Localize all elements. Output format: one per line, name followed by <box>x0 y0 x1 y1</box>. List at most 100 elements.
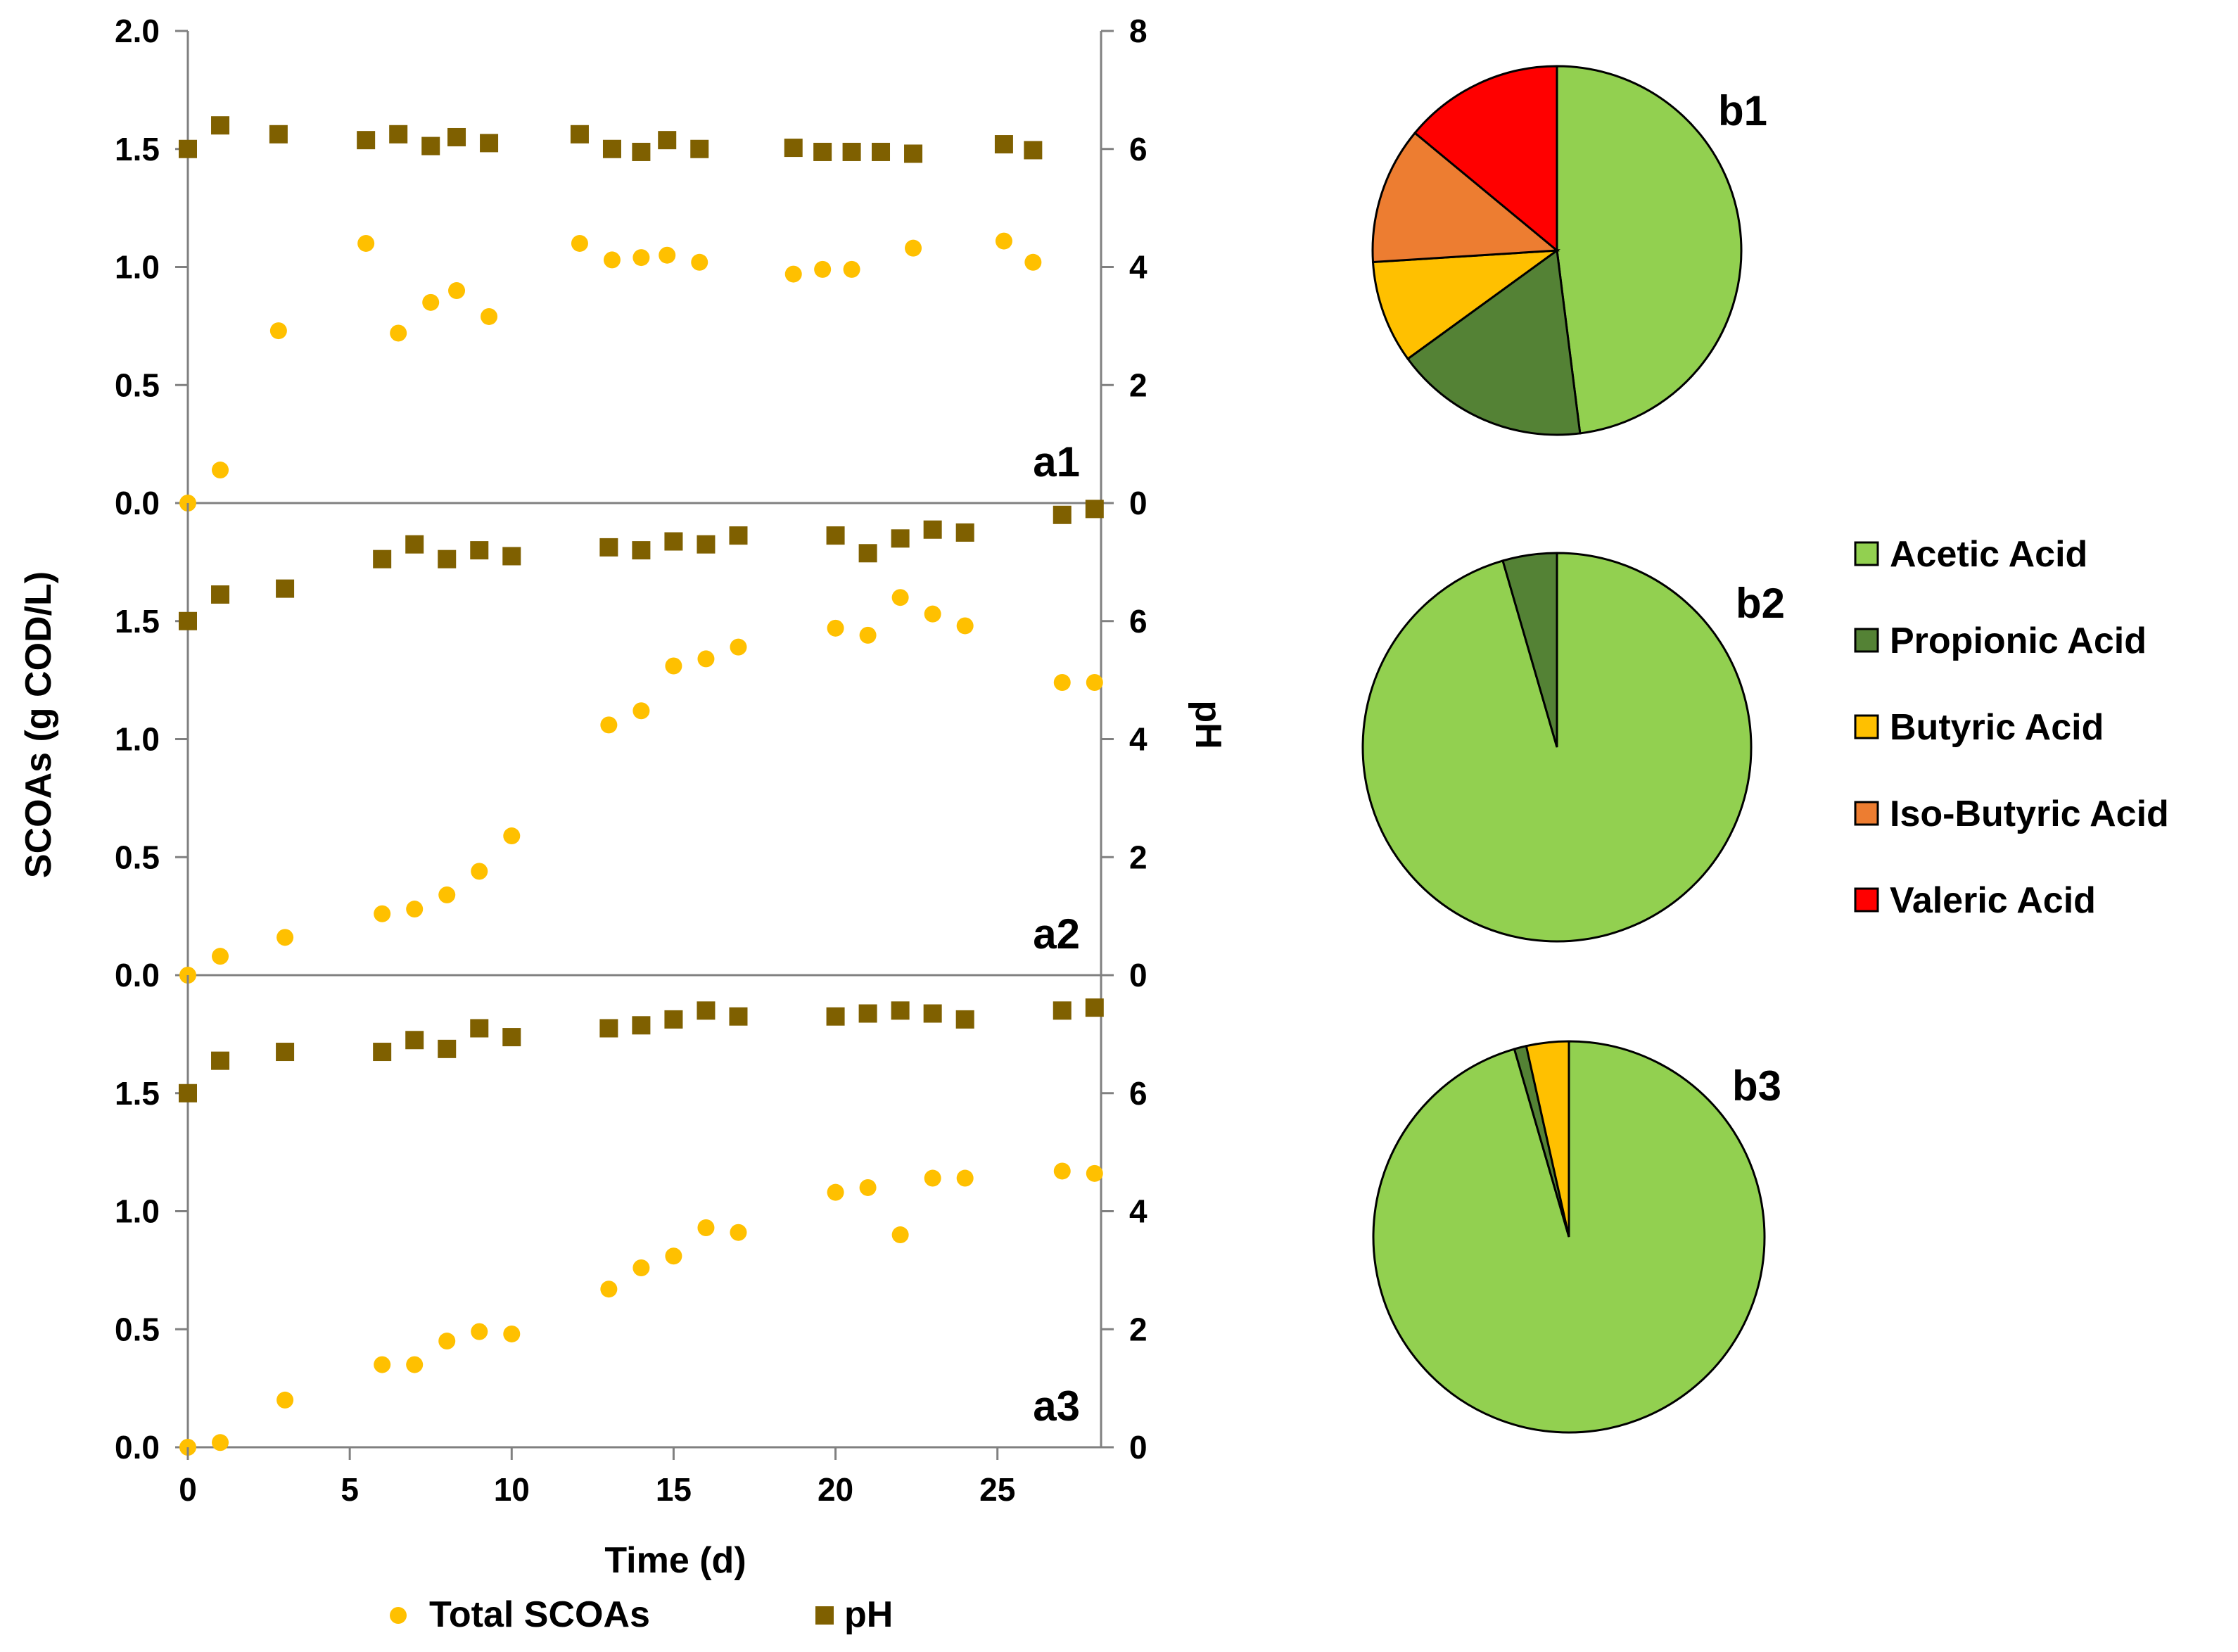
scatter-panel-a2: 0.0 0.5 1.0 1.5 0 2 4 6 a2 <box>115 500 1147 993</box>
ph-point <box>570 125 589 144</box>
right-tick-label: 4 <box>1129 1193 1147 1230</box>
scoa-point <box>827 619 844 637</box>
ph-point <box>373 549 392 568</box>
ph-point <box>1024 141 1043 160</box>
pie-slice-butyric-acid <box>1525 1040 1570 1238</box>
scoa-point <box>406 1356 424 1373</box>
scoa-point <box>471 863 488 880</box>
pie-slice-iso-butyric-acid <box>1371 131 1560 264</box>
right-tick-label: 0 <box>1129 1429 1147 1466</box>
scoa-point <box>269 322 287 340</box>
left-tick-label: 1.0 <box>115 721 160 758</box>
legend-label: Butyric Acid <box>1890 707 2104 748</box>
ph-point <box>502 1028 521 1047</box>
scoa-point <box>503 1325 521 1342</box>
ph-point <box>994 135 1013 154</box>
right-tick-label: 0 <box>1129 485 1147 521</box>
legend-label: Iso-Butyric Acid <box>1890 794 2169 834</box>
scoa-point <box>891 589 909 606</box>
ph-point <box>813 142 832 161</box>
left-tick-label: 0.5 <box>115 839 160 875</box>
pie-slice-propionic-acid <box>1406 248 1582 436</box>
scoa-point <box>843 260 860 278</box>
left-tick-label: 1.0 <box>115 1193 160 1230</box>
panel-label: a2 <box>1033 910 1080 958</box>
scoa-point <box>891 1226 909 1244</box>
scoa-point <box>730 1224 747 1241</box>
ph-point <box>826 1007 845 1026</box>
scoa-point <box>600 716 618 734</box>
scoa-point <box>859 626 877 644</box>
x-axis-title: Time (d) <box>604 1540 746 1581</box>
left-tick-label: 1.5 <box>115 1075 160 1112</box>
scoa-point <box>1086 1164 1103 1182</box>
ph-point <box>923 1004 942 1023</box>
left-tick-label: 2.0 <box>115 13 160 49</box>
pie-chart-b2: b2 <box>1361 552 1785 943</box>
scoa-point <box>276 929 294 946</box>
ph-point <box>599 1019 618 1038</box>
scoa-point <box>438 886 456 903</box>
scoa-point <box>471 1323 488 1340</box>
scoa-point <box>390 324 407 342</box>
scoa-point <box>406 901 424 918</box>
ph-point <box>955 1010 974 1029</box>
ph-point <box>891 529 910 548</box>
scoa-point <box>212 948 229 965</box>
scoa-point <box>665 1247 682 1265</box>
x-tick-label: 0 <box>179 1471 197 1508</box>
ph-point <box>211 1051 230 1070</box>
ph-point <box>891 1001 910 1020</box>
ph-point <box>664 532 683 551</box>
scoa-point <box>1024 253 1042 271</box>
scoa-point <box>448 282 466 300</box>
ph-series <box>179 116 1043 163</box>
scatter-panel-a1: 0.0 0.5 1.0 1.5 2.0 0 2 4 6 8 a1 <box>115 13 1147 521</box>
x-tick-label: 25 <box>979 1471 1015 1508</box>
scoa-point <box>481 307 498 325</box>
pie-slice-acetic-acid <box>1556 65 1743 435</box>
ph-point <box>389 125 408 144</box>
legend-scoa-marker <box>390 1607 407 1624</box>
scoa-point <box>814 260 832 278</box>
ph-point <box>697 535 716 554</box>
ph-point <box>632 541 651 560</box>
scoa-point <box>665 657 682 675</box>
ph-point <box>480 134 499 153</box>
ph-point <box>1053 505 1072 524</box>
ph-point <box>826 526 845 545</box>
ph-point <box>1053 1001 1072 1020</box>
scoa-point <box>276 1391 294 1409</box>
scoa-point <box>859 1178 877 1196</box>
pie-slice-butyric-acid <box>1371 249 1561 361</box>
legend-swatch <box>1854 714 1879 739</box>
legend-label: Total SCOAs <box>429 1594 650 1635</box>
ph-point <box>955 523 974 542</box>
ph-point <box>658 131 677 150</box>
scoa-point <box>691 253 708 271</box>
ph-point <box>405 535 424 554</box>
x-tick-label: 10 <box>494 1471 530 1508</box>
ph-point <box>438 1039 457 1058</box>
right-tick-label: 6 <box>1129 131 1147 167</box>
ph-point <box>858 544 877 563</box>
legend-swatch <box>1854 541 1879 566</box>
legend-label: Acetic Acid <box>1890 534 2087 575</box>
scoa-point <box>924 1169 941 1187</box>
ph-point <box>784 139 803 158</box>
ph-point <box>421 136 440 155</box>
pie-legend: Acetic Acid Propionic Acid Butyric Acid Iso… <box>1854 534 2169 921</box>
marker-legend: Total SCOAs pH <box>390 1594 893 1635</box>
scoa-point <box>212 462 229 479</box>
scoa-point <box>632 249 650 267</box>
scoa-point <box>956 617 974 635</box>
pie-chart-b3: b3 <box>1372 1040 1781 1434</box>
left-tick-label: 0.5 <box>115 367 160 403</box>
ph-point <box>269 125 288 144</box>
panel-label: b1 <box>1718 87 1767 134</box>
left-tick-label: 0.0 <box>115 957 160 993</box>
legend-label: Propionic Acid <box>1890 621 2147 661</box>
right-tick-label: 4 <box>1129 249 1147 286</box>
ph-point <box>729 526 748 545</box>
